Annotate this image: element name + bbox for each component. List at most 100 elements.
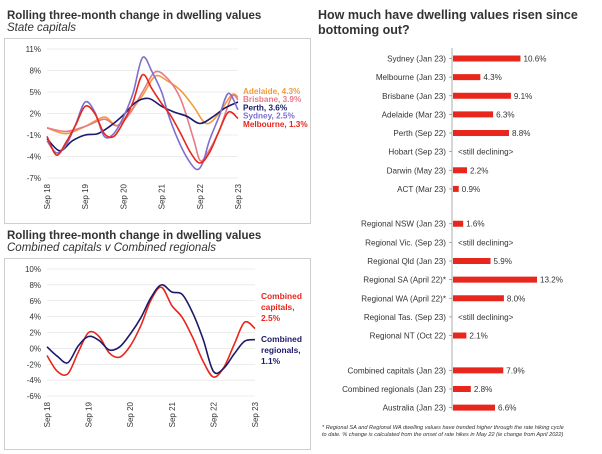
chart1-subtitle: State capitals (7, 22, 77, 34)
chart1-y-tick-label: -1% (27, 131, 41, 140)
chart2-series-label: Combined (261, 291, 302, 301)
bar-category-label: Regional NSW (Jan 23) (361, 220, 446, 229)
chart1-legend-label: Melbourne, 1.3% (243, 120, 308, 129)
bar-category-label: Combined regionals (Jan 23) (342, 385, 446, 394)
bar-category-label: Regional Qld (Jan 23) (367, 257, 446, 266)
bar-rect (453, 404, 495, 411)
chart2-series-label: 2.5% (261, 313, 281, 323)
chart1-series-line (46, 56, 239, 171)
chart2-x-tick-label: Sep 23 (251, 401, 260, 427)
bar-rect (453, 55, 521, 62)
bar-rect (453, 367, 504, 374)
bar-chart-title: How much have dwelling values risen sinc… (318, 8, 588, 38)
chart1-legend-label: Sydney, 2.5% (243, 112, 295, 121)
bar-category-label: Sydney (Jan 23) (387, 55, 446, 64)
chart2-y-tick-label: 2% (29, 329, 41, 338)
chart1-x-tick-label: Sep 23 (234, 183, 243, 209)
chart1-y-tick-label: 8% (29, 67, 41, 76)
bar-rect (453, 111, 494, 118)
chart1-series-line (46, 70, 239, 162)
chart2-x-tick-label: Sep 21 (168, 401, 177, 427)
bar-value-label: 8.0% (507, 294, 525, 303)
bar-value-label: 6.6% (498, 404, 516, 413)
footnote-line1: * Regional SA and Regional WA dwelling v… (322, 425, 564, 431)
chart2-y-tick-label: -2% (27, 360, 41, 369)
chart1-y-tick-label: 11% (26, 45, 41, 54)
bar-value-label: 7.9% (506, 366, 524, 375)
chart2-y-tick-label: -6% (27, 392, 41, 401)
chart2-x-tick-label: Sep 18 (43, 401, 52, 427)
bar-rect (453, 167, 467, 174)
bar-category-label: Melbourne (Jan 23) (376, 73, 446, 82)
bar-value-label: 1.6% (466, 220, 484, 229)
bar-value-label: 0.9% (462, 185, 480, 194)
bar-rect (453, 220, 464, 227)
bar-category-label: Darwin (May 23) (387, 166, 447, 175)
chart1-x-tick-label: Sep 21 (158, 183, 167, 209)
chart1-y-tick-label: 2% (29, 110, 41, 119)
chart1-y-tick-label: -4% (27, 153, 41, 162)
chart1-legend-label: Perth, 3.6% (243, 103, 288, 112)
bar-chart-svg: Sydney (Jan 23) 10.6% Melbourne (Jan 23) 4.… (342, 48, 563, 413)
footnote: * Regional SA and Regional WA dwelling v… (322, 425, 597, 439)
chart2-x-tick-label: Sep 20 (126, 401, 135, 427)
bar-value-label: 2.2% (470, 166, 488, 175)
bar-rect (453, 130, 509, 137)
chart1-y-tick-label: -7% (27, 174, 41, 183)
bar-category-label: Regional NT (Oct 22) (370, 332, 447, 341)
chart1-x-tick-label: Sep 18 (43, 183, 52, 209)
bar-value-label: 2.1% (469, 332, 487, 341)
bar-rect (453, 276, 537, 283)
bar-category-label: Perth (Sep 22) (393, 129, 446, 138)
chart2-svg: 10% 8% 6% 4% 2% 0% -2% -4% -6%Sep 18 Sep 19 Sep 20… (25, 265, 302, 427)
chart2-y-tick-label: 8% (29, 281, 41, 290)
bar-chart-title-line2: bottoming out? (318, 23, 410, 37)
chart2-series-label: regionals, (261, 345, 301, 355)
chart1-legend-label: Brisbane, 3.9% (243, 95, 302, 104)
bar-chart-title-line1: How much have dwelling values risen sinc… (318, 8, 578, 22)
chart1-title: Rolling three-month change in dwelling v… (7, 10, 262, 22)
chart1-svg: 11% 8% 5% 2% -1% -4% -7%Sep 18 Sep 19 Sep 20 Sep … (26, 45, 309, 209)
bar-rect (453, 185, 459, 192)
bar-rect (453, 92, 511, 99)
chart2-series-label: 1.1% (261, 356, 281, 366)
chart2-subtitle: Combined capitals v Combined regionals (7, 242, 217, 254)
chart2-series-label: capitals, (261, 302, 295, 312)
chart2-title: Rolling three-month change in dwelling v… (7, 230, 262, 242)
chart2-series-line (46, 284, 256, 375)
bar-value-label: 2.8% (474, 385, 492, 394)
chart2-frame: 10% 8% 6% 4% 2% 0% -2% -4% -6% Sep 18 Sep 19 Sep 20… (4, 258, 311, 450)
bar-value-label: <still declining> (458, 238, 514, 247)
chart2-series-label: Combined (261, 334, 302, 344)
bar-category-label: Regional WA (April 22)* (361, 294, 447, 303)
bar-category-label: Regional SA (April 22)* (363, 276, 447, 285)
bar-rect (453, 74, 481, 81)
chart2-y-tick-label: 10% (25, 265, 41, 274)
bar-rect (453, 295, 504, 302)
chart2-y-tick-label: -4% (27, 376, 41, 385)
bar-value-label: <still declining> (458, 148, 514, 157)
chart2-y-tick-label: 4% (29, 313, 41, 322)
chart2-x-tick-label: Sep 22 (209, 401, 218, 427)
bar-category-label: Combined capitals (Jan 23) (347, 366, 446, 375)
bar-value-label: 6.3% (496, 110, 514, 119)
chart2-y-tick-label: 6% (29, 297, 41, 306)
bar-category-label: Hobart (Sep 23) (388, 148, 446, 157)
chart1-x-tick-label: Sep 19 (81, 183, 90, 209)
bar-category-label: Adelaide (Mar 23) (382, 110, 447, 119)
bar-value-label: 4.3% (483, 73, 501, 82)
bar-rect (453, 385, 471, 392)
bar-category-label: Brisbane (Jan 23) (382, 92, 446, 101)
chart1-x-tick-label: Sep 20 (119, 183, 128, 209)
chart1-series-line (46, 97, 239, 152)
bar-category-label: Regional Vic. (Sep 23) (365, 238, 446, 247)
bar-category-label: Regional Tas. (Sep 23) (364, 313, 446, 322)
chart1-frame: 11% 8% 5% 2% -1% -4% -7% Sep 18 Sep 19 Sep 20 Sep … (4, 38, 311, 224)
footnote-line2: to date. % change is calculated from the… (322, 432, 564, 438)
bar-category-label: Australia (Jan 23) (383, 404, 447, 413)
chart1-series-line (46, 73, 239, 164)
chart1-legend-label: Adelaide, 4.3% (243, 87, 301, 96)
bar-value-label: <still declining> (458, 313, 514, 322)
bar-value-label: 13.2% (540, 276, 563, 285)
chart2-y-tick-label: 0% (29, 344, 41, 353)
